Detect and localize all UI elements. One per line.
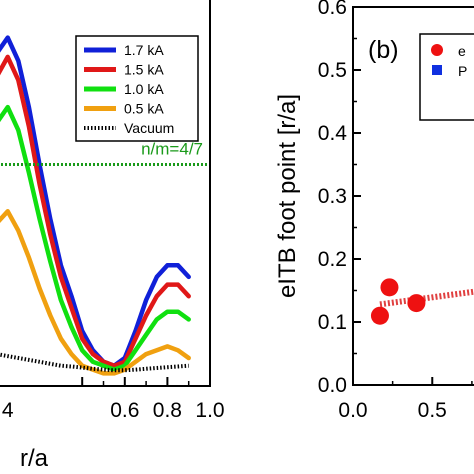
right-y-tick-label: 0.1: [318, 311, 347, 334]
left-plot-frame: [0, 0, 211, 387]
right-x-tick-label: 0.5: [418, 399, 447, 422]
right-x-tick-label: 0.0: [338, 399, 367, 422]
right-legend-marker: [431, 44, 443, 56]
data-point-e: [380, 278, 399, 297]
right-y-tick-label: 0.4: [318, 122, 348, 145]
series-line-1-0-ka: [0, 104, 191, 372]
left-x-tick-label: 1.0: [195, 399, 224, 422]
right-legend-label: e: [458, 43, 466, 59]
legend-label: 1.7 kA: [124, 42, 164, 58]
left-x-tick-label: .4: [0, 399, 14, 422]
legend-label: Vacuum: [124, 120, 174, 136]
left-x-ticks: .4 0.6 0.8 1.0: [0, 377, 225, 422]
right-points-group: [370, 278, 426, 325]
right-legend-box: [419, 33, 474, 121]
left-legend: 1.7 kA 1.5 kA 1.0 kA 0.5 kA Vacuum: [75, 35, 199, 142]
legend-label: 1.0 kA: [124, 81, 164, 97]
legend-label: 1.5 kA: [124, 62, 164, 78]
right-legend-label: P: [458, 63, 467, 79]
right-y-tick-label: 0.0: [318, 374, 347, 397]
right-fit-line-group: [379, 288, 474, 308]
right-legend-marker: [432, 65, 442, 75]
left-x-axis-label: r/a: [20, 445, 49, 472]
panel-label-b: (b): [368, 36, 399, 64]
left-annotation-label: n/m=4/7: [141, 139, 203, 158]
left-x-tick-label: 0.8: [153, 399, 182, 422]
data-point-e: [407, 294, 426, 313]
legend-label: 0.5 kA: [124, 101, 164, 117]
right-y-tick-label: 0.2: [318, 248, 347, 271]
left-panel: n/m=4/7 .4 0.6 0.8 1.0 r/a 1.7 kA 1.5 kA 1.0 …: [0, 0, 225, 472]
series-line-vacuum: [0, 352, 189, 373]
right-x-ticks: 0.0 0.5: [338, 377, 473, 422]
series-line-1-5-ka: [0, 54, 191, 368]
left-series-group: [0, 35, 191, 376]
right-y-tick-label: 0.6: [318, 0, 347, 19]
left-x-tick-label: 0.6: [110, 399, 139, 422]
right-y-ticks: 0.0 0.1 0.2 0.3 0.4 0.5 0.6: [318, 0, 361, 397]
data-point-e: [370, 306, 389, 325]
right-y-tick-label: 0.3: [318, 185, 347, 208]
right-y-tick-label: 0.5: [318, 59, 347, 82]
right-panel: 0.0 0.1 0.2 0.3 0.4 0.5 0.6 0.0 0.5 eITB foot p…: [274, 0, 474, 422]
series-line-0-5-ka: [0, 209, 191, 376]
right-fit-line: [379, 288, 474, 308]
right-y-axis-label: eITB foot point [r/a]: [274, 94, 301, 298]
right-legend: eP: [419, 33, 474, 121]
